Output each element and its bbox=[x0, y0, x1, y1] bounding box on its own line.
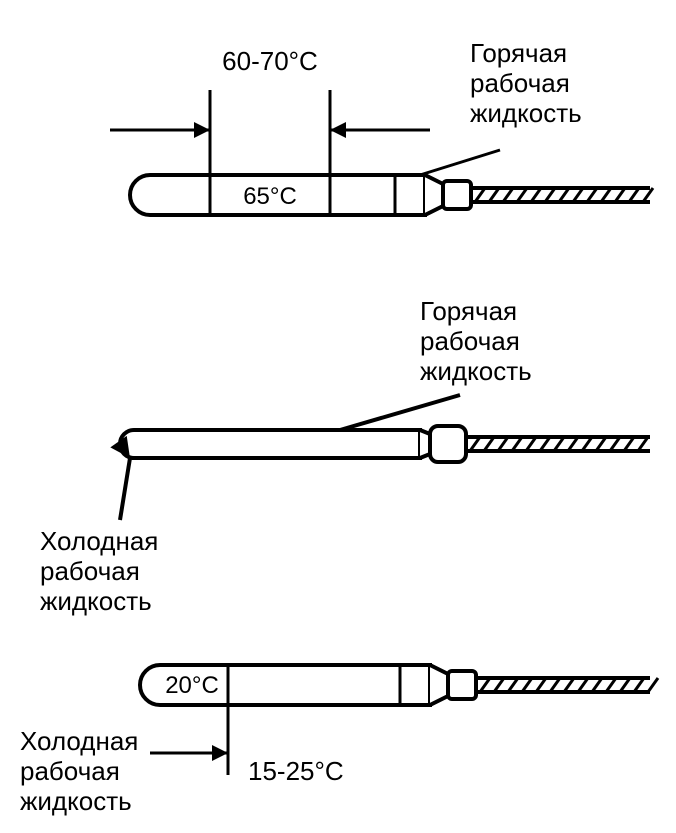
cold-label-3: Холодная bbox=[20, 726, 138, 756]
connector bbox=[448, 671, 476, 699]
hot-label-2: Горячая bbox=[420, 296, 517, 326]
cold-label-2: жидкость bbox=[40, 586, 152, 616]
cold-label-3: рабочая bbox=[20, 756, 120, 786]
sensor-taper bbox=[425, 175, 443, 215]
hot-label: Горячая bbox=[470, 38, 567, 68]
cold-label-2: рабочая bbox=[40, 556, 140, 586]
display-temp-3: 20°C bbox=[165, 672, 219, 699]
sensor-taper bbox=[430, 665, 448, 705]
sensor-body bbox=[120, 430, 420, 458]
cold-range-label: 15-25°C bbox=[248, 756, 344, 786]
hot-label-2: жидкость bbox=[420, 356, 532, 386]
hot-label: жидкость bbox=[470, 98, 582, 128]
hot-label-2: рабочая bbox=[420, 326, 520, 356]
temp-range-label: 60-70°C bbox=[222, 46, 318, 76]
connector-2 bbox=[430, 426, 466, 462]
hot-label: рабочая bbox=[470, 68, 570, 98]
cold-label-3: жидкость bbox=[20, 786, 132, 816]
connector bbox=[443, 181, 471, 209]
cold-label-2: Холодная bbox=[40, 526, 158, 556]
display-temp: 65°C bbox=[243, 183, 297, 210]
